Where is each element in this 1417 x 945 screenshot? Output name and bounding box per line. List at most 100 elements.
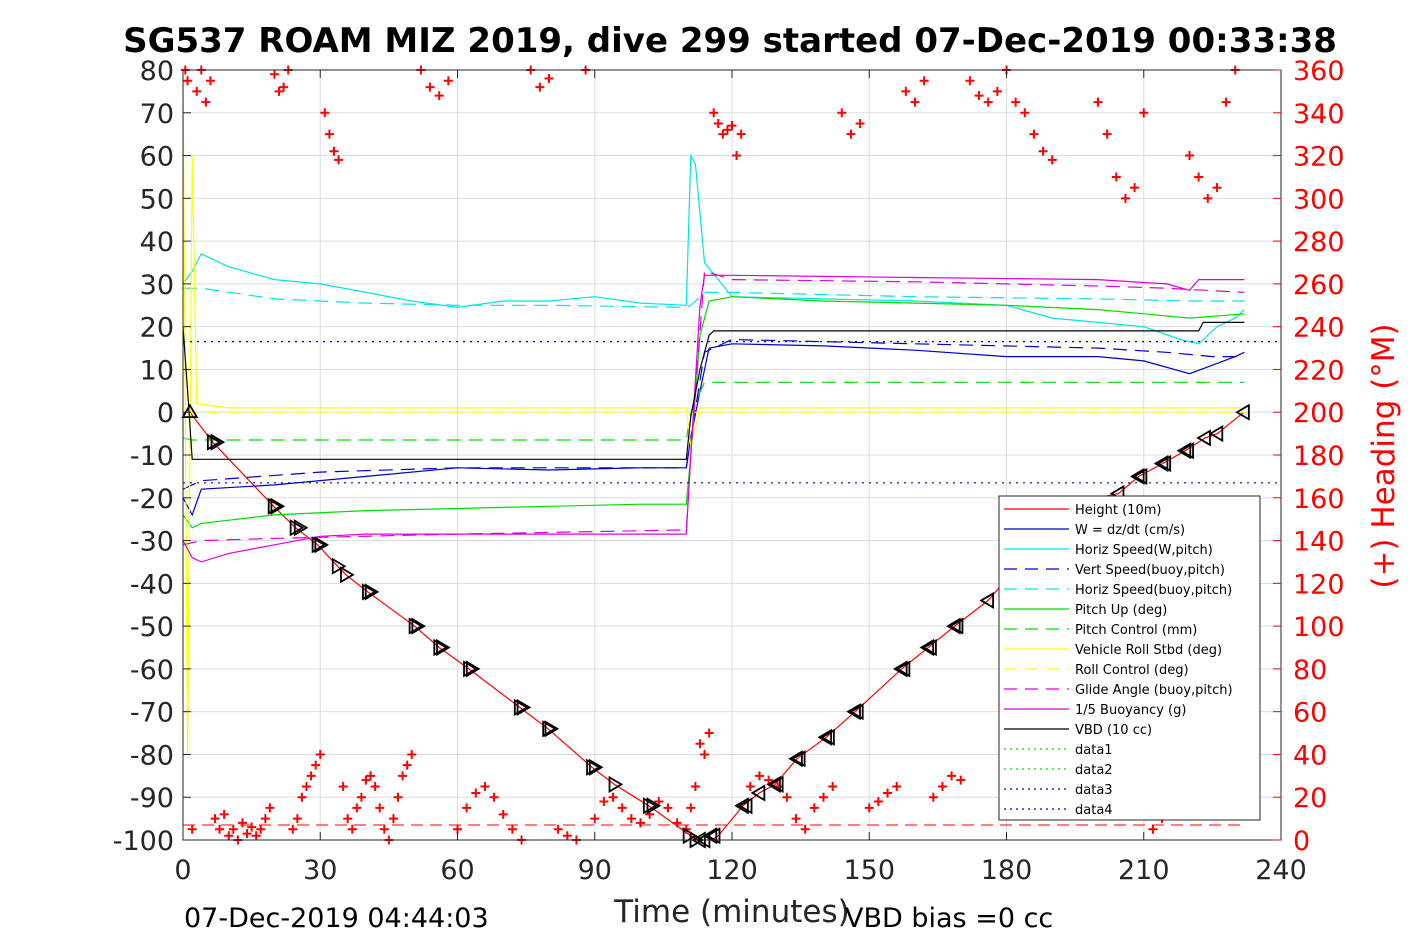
triangle-marker <box>364 583 380 601</box>
heading-point <box>462 803 472 813</box>
y2-axis-label: (+) Heading (°M) <box>1366 323 1402 588</box>
triangle-marker <box>1196 429 1211 447</box>
triangle-marker <box>820 728 835 746</box>
heading-point <box>722 125 732 135</box>
triangle-marker <box>513 698 529 716</box>
heading-point <box>224 831 234 841</box>
y-tick-label: -20 <box>130 484 174 515</box>
heading-point <box>288 824 298 834</box>
heading-point <box>1185 151 1194 161</box>
heading-point <box>201 97 211 107</box>
triangle-marker <box>1153 454 1169 473</box>
heading-point <box>320 108 330 118</box>
y2-tick-label: 0 <box>1293 826 1310 857</box>
heading-point <box>718 129 728 139</box>
triangle-marker <box>702 827 718 845</box>
triangle-marker <box>608 775 624 793</box>
heading-point <box>974 91 984 101</box>
heading-point <box>183 76 193 86</box>
y-tick-label: -60 <box>130 655 174 686</box>
y-tick-label: 30 <box>140 270 174 301</box>
triangle-marker <box>544 720 560 738</box>
heading-point <box>690 782 700 792</box>
heading-point <box>471 788 481 798</box>
chart-title: SG537 ROAM MIZ 2019, dive 299 started 07… <box>123 21 1337 61</box>
y2-tick-label: 340 <box>1293 99 1345 130</box>
heading-point <box>347 824 357 834</box>
legend-label-6: Pitch Control (mm) <box>1075 623 1197 638</box>
heading-point <box>855 118 865 128</box>
triangle-marker <box>705 827 721 845</box>
heading-point <box>306 771 316 781</box>
heading-point <box>1194 172 1204 182</box>
heading-point <box>599 797 609 806</box>
heading-point <box>329 146 339 156</box>
heading-point <box>443 76 453 86</box>
triangle-marker <box>311 536 327 554</box>
heading-point <box>1130 183 1140 193</box>
triangle-marker <box>293 519 309 537</box>
triangle-marker <box>682 827 698 845</box>
heading-point <box>260 814 270 824</box>
heading-point <box>1148 824 1158 834</box>
triangle-marker <box>267 497 283 515</box>
triangle-marker <box>737 797 753 815</box>
series-line-10 <box>182 274 1245 563</box>
triangle-marker <box>948 617 964 635</box>
footer-timestamp: 07-Dec-2019 04:44:03 <box>184 903 489 934</box>
heading-point <box>910 97 920 107</box>
triangle-marker <box>463 660 478 678</box>
triangle-marker <box>1132 467 1148 485</box>
heading-point <box>366 771 376 781</box>
triangle-marker <box>946 617 961 635</box>
triangle-marker <box>788 750 803 768</box>
heading-point <box>1221 97 1231 107</box>
triangle-marker <box>766 775 781 793</box>
heading-point <box>242 829 252 839</box>
legend-label-4: Horiz Speed(buoy,pitch) <box>1075 583 1232 598</box>
y-tick-label: 20 <box>140 313 174 344</box>
heading-point <box>535 82 545 92</box>
y2-tick-label: 300 <box>1293 184 1345 215</box>
y2-tick-label: 60 <box>1293 698 1327 729</box>
heading-point <box>297 792 307 802</box>
series-layer <box>182 69 1281 841</box>
x-tick-label: 240 <box>1255 855 1307 886</box>
heading-point <box>846 129 856 139</box>
y2-tick-label: 40 <box>1293 740 1327 771</box>
heading-point <box>407 749 417 759</box>
heading-point <box>315 749 325 759</box>
heading-point <box>1029 129 1039 139</box>
triangle-marker <box>289 519 305 537</box>
y-tick-label: -30 <box>130 527 174 558</box>
heading-point <box>686 803 696 813</box>
heading-point <box>489 792 499 802</box>
y2-tick-label: 160 <box>1293 484 1345 515</box>
triangle-marker <box>922 638 937 657</box>
series-line-11 <box>182 321 1245 460</box>
y2-tick-label: 140 <box>1293 527 1345 558</box>
heading-point <box>819 792 828 802</box>
heading-point <box>919 76 929 86</box>
legend-label-10: 1/5 Buoyancy (g) <box>1075 703 1186 718</box>
legend-label-9: Glide Angle (buoy,pitch) <box>1075 683 1233 698</box>
legend-label-8: Roll Control (deg) <box>1075 663 1189 678</box>
y2-tick-label: 220 <box>1293 355 1345 386</box>
x-tick-label: 30 <box>303 855 337 886</box>
y2-tick-label: 320 <box>1293 142 1345 173</box>
heading-point <box>256 824 266 834</box>
heading-point <box>544 74 554 84</box>
triangle-marker <box>1129 467 1145 485</box>
x-tick-label: 210 <box>1118 855 1170 886</box>
heading-point <box>713 118 723 128</box>
heading-point <box>1038 146 1048 156</box>
heading-point <box>736 129 746 139</box>
heading-point <box>379 824 389 834</box>
legend-label-7: Vehicle Roll Stbd (deg) <box>1075 643 1222 658</box>
triangle-marker <box>979 591 994 610</box>
triangle-marker <box>768 775 784 793</box>
heading-point <box>388 814 398 824</box>
heading-point <box>370 782 380 792</box>
heading-point <box>562 831 572 841</box>
